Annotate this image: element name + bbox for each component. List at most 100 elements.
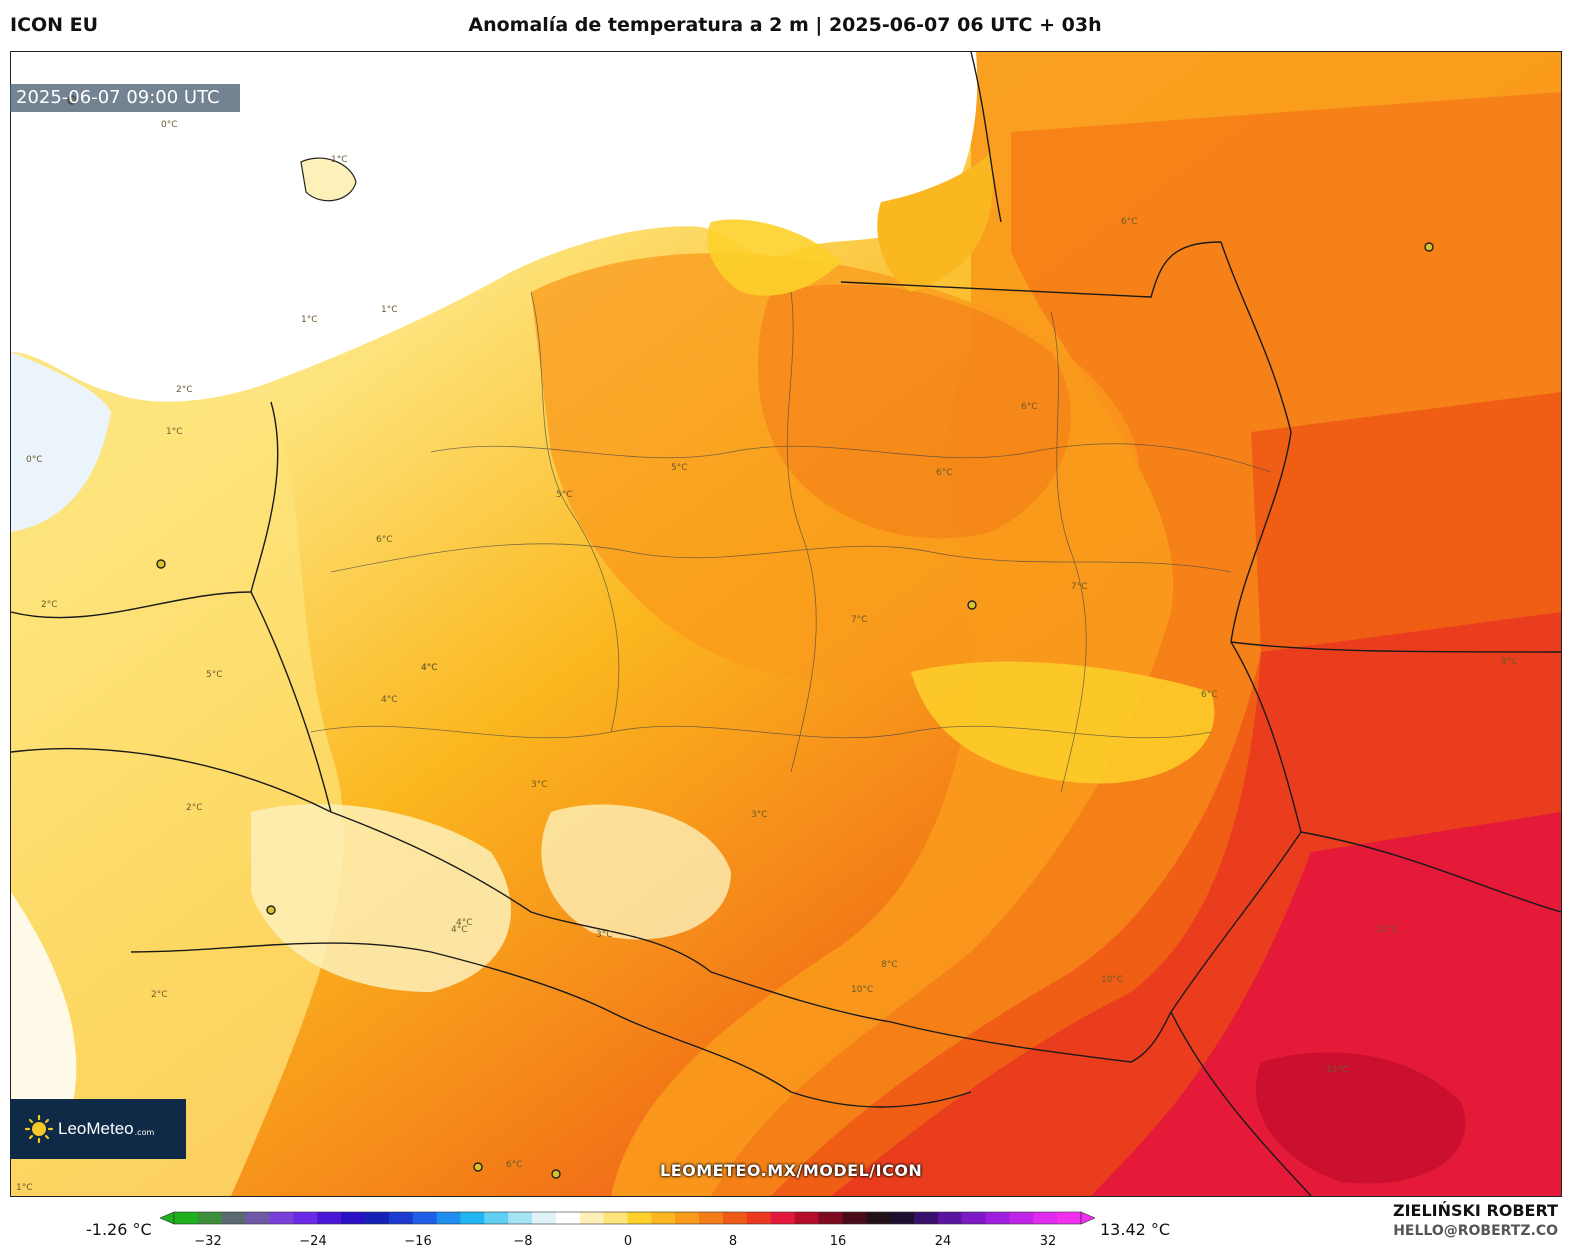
- colorbar-segment: [1057, 1212, 1082, 1224]
- isoline-label: 2°C: [176, 385, 193, 395]
- colorbar-segment: [913, 1212, 939, 1224]
- city-bratislava[interactable]: [551, 1169, 561, 1179]
- isoline-label: 11°C: [1376, 925, 1398, 935]
- colorbar-segment: [675, 1212, 700, 1224]
- colorbar-tick: −8: [513, 1234, 533, 1249]
- colorbar-tick: 16: [829, 1234, 847, 1249]
- city-prague[interactable]: [266, 905, 276, 915]
- chart-title: Anomalía de temperatura a 2 m | 2025-06-…: [468, 14, 1102, 36]
- country-borders: [11, 52, 1561, 1196]
- anomaly-zone-yellow-band: [911, 661, 1215, 784]
- anomaly-zone-west: [11, 332, 344, 1196]
- isoline-label: 4°C: [381, 695, 398, 705]
- map-canvas: 0°C 1°C 1°C 2°C 1°C 0°C 1°C 2°C 3°C 4°C …: [11, 52, 1561, 1196]
- isoline-label: 6°C: [1121, 217, 1138, 227]
- valid-time-badge: 2025-06-07 09:00 UTC: [10, 84, 240, 112]
- colorbar-segment: [388, 1212, 414, 1224]
- isoline-label: 7°C: [1071, 582, 1088, 592]
- isoline-label: 5°C: [671, 463, 688, 473]
- colorbar-tick: −24: [299, 1234, 327, 1249]
- colorbar-segment: [317, 1212, 342, 1224]
- colorbar-tick: 24: [934, 1234, 952, 1249]
- gdansk-bay-coast: [707, 219, 841, 296]
- isoline-label: 12°C: [1326, 1065, 1348, 1075]
- city-warsaw[interactable]: [967, 600, 977, 610]
- colorbar-segment: [412, 1212, 438, 1224]
- anomaly-zone-north: [757, 284, 1071, 539]
- author-email[interactable]: HELLO@ROBERTZ.CO: [1393, 1223, 1558, 1239]
- isoline-label: 0°C: [26, 455, 43, 465]
- colorbar-tick: −32: [194, 1234, 222, 1249]
- isoline-label: 1°C: [331, 155, 348, 165]
- colorbar-segment: [174, 1212, 199, 1224]
- colorbar-segment: [866, 1212, 891, 1224]
- colorbar-segment: [436, 1212, 461, 1224]
- isoline-label: 4°C: [421, 663, 438, 673]
- isoline-label: 8°C: [881, 960, 898, 970]
- isoline-label: 1°C: [301, 315, 318, 325]
- near-zero-zone: [11, 892, 77, 1132]
- colorbar-tick: 0: [623, 1234, 633, 1249]
- colorbar-segment: [937, 1212, 963, 1224]
- isoline-label: 2°C: [41, 600, 58, 610]
- colorbar-segment: [532, 1212, 557, 1224]
- colorbar-segment: [508, 1212, 533, 1224]
- isoline-label: 5°C: [206, 670, 223, 680]
- logo-domain: .com: [134, 1127, 155, 1137]
- colorbar-segment: [197, 1212, 223, 1224]
- isoline-label: 6°C: [1021, 402, 1038, 412]
- isoline-label: 1°C: [16, 1183, 33, 1193]
- colorbar-segment: [555, 1212, 581, 1224]
- colorbar-segment: [1009, 1212, 1034, 1224]
- colorbar-tick: 8: [728, 1234, 738, 1249]
- colorbar-segment: [842, 1212, 867, 1224]
- isoline-label: 6°C: [506, 1160, 523, 1170]
- colorbar-segment: [627, 1212, 652, 1224]
- isoline-label: 10°C: [851, 985, 873, 995]
- isoline-label: 2°C: [151, 990, 168, 1000]
- colorbar-segment: [245, 1212, 270, 1224]
- colorbar-arrow-min: [160, 1211, 175, 1225]
- isoline-label: 2°C: [186, 803, 203, 813]
- model-url[interactable]: LEOMETEO.MX/MODEL/ICON: [660, 1161, 923, 1180]
- colorbar-segment: [603, 1212, 628, 1224]
- baltic-sea: [11, 52, 978, 402]
- city-minsk[interactable]: [1424, 242, 1434, 252]
- isoline-label: 0°C: [161, 120, 178, 130]
- temperature-anomaly-map[interactable]: 0°C 1°C 1°C 2°C 1°C 0°C 1°C 2°C 3°C 4°C …: [10, 51, 1562, 1197]
- colorbar-segment: [985, 1212, 1010, 1224]
- lithuanian-coast: [877, 152, 993, 292]
- isoline-label: 7°C: [851, 615, 868, 625]
- model-name: ICON EU: [10, 14, 99, 36]
- colorbar-segment: [818, 1212, 843, 1224]
- colorbar-segment: [579, 1212, 605, 1224]
- colorbar-frame: [173, 1211, 1082, 1225]
- isoline-label: 1°C: [166, 427, 183, 437]
- isoline-label: 6°C: [1201, 690, 1218, 700]
- city-vienna[interactable]: [473, 1162, 483, 1172]
- colorbar-tick: 32: [1039, 1234, 1057, 1249]
- colorbar-segment: [651, 1212, 676, 1224]
- city-berlin[interactable]: [156, 559, 166, 569]
- colorbar-segment: [484, 1212, 509, 1224]
- colorbar-segment: [770, 1212, 796, 1224]
- colorbar-segment: [364, 1212, 390, 1224]
- colorbar: [160, 1211, 1095, 1225]
- isoline-label: 6°C: [936, 468, 953, 478]
- isoline-label: 3°C: [596, 930, 613, 940]
- colorbar-segment: [746, 1212, 772, 1224]
- isoline-label: 1°C: [381, 305, 398, 315]
- colorbar-segment: [794, 1212, 819, 1224]
- colorbar-min-label: -1.26 °C: [86, 1220, 152, 1239]
- colorbar-segment: [1033, 1212, 1058, 1224]
- isoline-label: 6°C: [376, 535, 393, 545]
- isoline-label: 4°C: [456, 918, 473, 928]
- anomaly-zone-13: [1255, 1052, 1466, 1184]
- isoline-label: 4°C: [421, 663, 438, 673]
- colorbar-segment: [961, 1212, 987, 1224]
- leometeo-logo[interactable]: LeoMeteo .com: [10, 1099, 186, 1159]
- colorbar-segment: [293, 1212, 318, 1224]
- isoline-labels: 0°C 1°C 1°C 2°C 1°C 0°C 1°C 2°C 3°C 4°C …: [16, 120, 1518, 1193]
- colorbar-max-label: 13.42 °C: [1100, 1220, 1171, 1239]
- logo-name: LeoMeteo: [58, 1119, 134, 1138]
